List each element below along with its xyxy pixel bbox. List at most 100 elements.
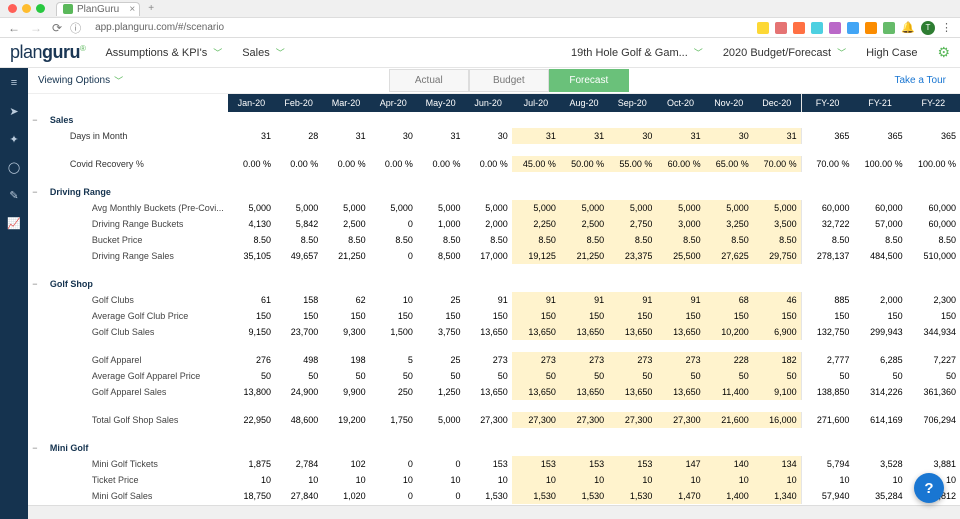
cell-fy[interactable]: 7,227 [907, 352, 960, 368]
extension-icon[interactable] [775, 22, 787, 34]
cell-fy[interactable]: 60,000 [853, 200, 906, 216]
cell[interactable]: 158 [275, 292, 322, 308]
cell[interactable]: 27,840 [275, 488, 322, 504]
viewing-options-dropdown[interactable]: Viewing Options ﹀ [28, 74, 123, 87]
cell[interactable]: 13,650 [656, 324, 704, 340]
cell-fy[interactable]: 365 [853, 128, 906, 144]
cell[interactable]: 9,300 [322, 324, 369, 340]
cell[interactable]: 31 [322, 128, 369, 144]
collapse-icon[interactable]: − [28, 112, 42, 128]
cell[interactable]: 13,650 [560, 324, 608, 340]
new-tab-icon[interactable]: + [144, 3, 158, 14]
cell[interactable]: 46 [753, 292, 801, 308]
data-table-wrapper[interactable]: Jan-20Feb-20Mar-20Apr-20May-20Jun-20Jul-… [28, 94, 960, 505]
cell-fy[interactable]: 100.00 % [853, 156, 906, 172]
cell-fy[interactable]: 150 [907, 308, 960, 324]
cell[interactable]: 11,400 [705, 384, 753, 400]
cell[interactable]: 0.00 % [228, 156, 275, 172]
cell[interactable]: 13,650 [512, 324, 560, 340]
cell[interactable]: 19,125 [512, 248, 560, 264]
cell[interactable]: 198 [322, 352, 369, 368]
cell[interactable]: 49,657 [275, 248, 322, 264]
cell[interactable]: 3,000 [656, 216, 704, 232]
extension-icon[interactable] [847, 22, 859, 34]
cell[interactable]: 2,750 [608, 216, 656, 232]
cell[interactable]: 19,200 [322, 412, 369, 428]
cell[interactable]: 10 [656, 472, 704, 488]
cell[interactable]: 70.00 % [753, 156, 801, 172]
reload-icon[interactable]: ⟳ [52, 21, 62, 35]
cell[interactable]: 27,300 [656, 412, 704, 428]
cell[interactable]: 10,200 [705, 324, 753, 340]
cell[interactable]: 50 [322, 368, 369, 384]
cell[interactable]: 153 [512, 456, 560, 472]
cell[interactable]: 31 [656, 128, 704, 144]
cell[interactable]: 1,400 [705, 488, 753, 504]
company-dropdown[interactable]: 19th Hole Golf & Gam...﹀ [571, 46, 703, 59]
cell[interactable]: 0 [417, 456, 465, 472]
cell[interactable]: 5 [370, 352, 417, 368]
cell[interactable]: 0 [417, 488, 465, 504]
case-dropdown[interactable]: High Case [866, 47, 917, 59]
cell[interactable]: 50 [656, 368, 704, 384]
cell[interactable]: 276 [228, 352, 275, 368]
cell[interactable]: 31 [228, 128, 275, 144]
cell[interactable]: 498 [275, 352, 322, 368]
cell[interactable]: 153 [560, 456, 608, 472]
cell-fy[interactable]: 2,777 [801, 352, 853, 368]
cell[interactable]: 5,000 [464, 200, 511, 216]
cell[interactable]: 1,250 [417, 384, 465, 400]
forward-icon[interactable]: → [30, 21, 42, 35]
cell-fy[interactable]: 314,226 [853, 384, 906, 400]
cell-fy[interactable]: 8.50 [907, 232, 960, 248]
cell[interactable]: 10 [228, 472, 275, 488]
cell[interactable]: 50 [417, 368, 465, 384]
cell[interactable]: 5,000 [512, 200, 560, 216]
cell[interactable]: 10 [705, 472, 753, 488]
cell[interactable]: 91 [656, 292, 704, 308]
cell[interactable]: 273 [464, 352, 511, 368]
settings-gears-icon[interactable]: ⚙ [937, 44, 950, 61]
cell[interactable]: 2,000 [464, 216, 511, 232]
cell[interactable]: 23,375 [608, 248, 656, 264]
view-tab-forecast[interactable]: Forecast [549, 69, 629, 92]
cell-fy[interactable]: 32,722 [801, 216, 853, 232]
cell[interactable]: 91 [464, 292, 511, 308]
cell[interactable]: 55.00 % [608, 156, 656, 172]
collapse-icon[interactable]: − [28, 184, 42, 200]
kebab-icon[interactable]: ⋮ [941, 21, 952, 34]
extension-icon[interactable] [883, 22, 895, 34]
cell[interactable]: 10 [512, 472, 560, 488]
cell[interactable]: 13,650 [464, 324, 511, 340]
cell[interactable]: 22,950 [228, 412, 275, 428]
cell[interactable]: 273 [560, 352, 608, 368]
cell[interactable]: 8.50 [322, 232, 369, 248]
cell-fy[interactable]: 299,943 [853, 324, 906, 340]
cell[interactable]: 150 [560, 308, 608, 324]
cell[interactable]: 273 [608, 352, 656, 368]
cell[interactable]: 150 [464, 308, 511, 324]
cell[interactable]: 0 [370, 456, 417, 472]
cell[interactable]: 150 [417, 308, 465, 324]
cell-fy[interactable]: 2,000 [853, 292, 906, 308]
help-bubble[interactable]: ? [914, 473, 944, 503]
cell[interactable]: 8.50 [560, 232, 608, 248]
target-icon[interactable]: ◯ [7, 160, 21, 174]
cell[interactable]: 10 [753, 472, 801, 488]
cell[interactable]: 8.50 [464, 232, 511, 248]
cell[interactable]: 5,000 [370, 200, 417, 216]
cell[interactable]: 50.00 % [560, 156, 608, 172]
cell[interactable]: 8.50 [753, 232, 801, 248]
cell-fy[interactable]: 484,500 [853, 248, 906, 264]
cell-fy[interactable]: 614,169 [853, 412, 906, 428]
cell[interactable]: 48,600 [275, 412, 322, 428]
cell[interactable]: 1,530 [608, 488, 656, 504]
cell[interactable]: 13,800 [228, 384, 275, 400]
tab-close-icon[interactable]: × [129, 4, 135, 15]
cell[interactable]: 8,500 [417, 248, 465, 264]
cell[interactable]: 10 [370, 292, 417, 308]
browser-tab[interactable]: PlanGuru × [56, 2, 140, 16]
cell[interactable]: 5,000 [608, 200, 656, 216]
cell[interactable]: 18,750 [228, 488, 275, 504]
cell[interactable]: 1,020 [322, 488, 369, 504]
